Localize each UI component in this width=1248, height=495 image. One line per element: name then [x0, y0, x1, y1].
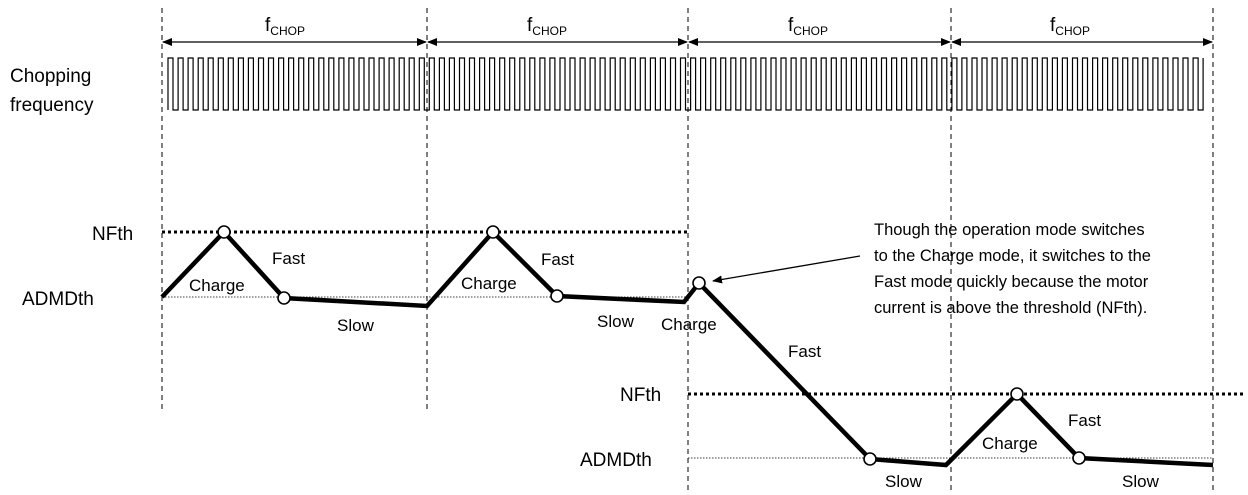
mode-label-fast: Fast — [1068, 411, 1101, 430]
mode-label-slow: Slow — [337, 316, 375, 335]
admdth-label: ADMDth — [580, 450, 652, 471]
mode-label-charge: Charge — [461, 274, 517, 293]
transition-marker — [486, 225, 500, 239]
mode-label-charge: Charge — [189, 276, 245, 295]
mode-label-fast: Fast — [272, 249, 305, 268]
transition-marker — [863, 452, 877, 466]
transition-marker — [217, 225, 231, 239]
annotation-line3: Fast mode quickly because the motor — [874, 273, 1149, 291]
annotation-line4: current is above the threshold (NFth). — [874, 299, 1147, 317]
mode-label-slow: Slow — [597, 312, 635, 331]
chopping-label-line1: Chopping — [10, 66, 91, 87]
period-boundaries — [161, 8, 1214, 490]
transition-marker — [1010, 387, 1024, 401]
admdth-label: ADMDth — [22, 289, 94, 310]
annotation-arrow — [712, 255, 861, 284]
transition-marker — [277, 291, 291, 305]
nfth-label: NFth — [92, 224, 133, 245]
period-label: fCHOP — [788, 15, 828, 38]
mode-label-charge: Charge — [661, 315, 717, 334]
period-label: fCHOP — [527, 15, 567, 38]
transition-marker — [692, 276, 706, 290]
mode-label-fast: Fast — [541, 250, 574, 269]
annotation-line1: Though the operation mode switches — [874, 221, 1145, 239]
chopping-label-line2: frequency — [10, 95, 94, 116]
transition-marker — [1072, 451, 1086, 465]
mode-label-charge: Charge — [982, 434, 1038, 453]
period-label: fCHOP — [1050, 15, 1090, 38]
mode-label-fast: Fast — [788, 342, 821, 361]
transition-marker — [550, 289, 564, 303]
annotation-line2: to the Charge mode, it switches to the — [874, 247, 1151, 265]
chopping-square-wave — [167, 57, 1204, 111]
motor-current-waveform — [160, 228, 1214, 468]
mode-label-slow: Slow — [1122, 472, 1160, 491]
transition-markers — [217, 225, 1086, 466]
nfth-label: NFth — [620, 385, 661, 406]
mode-label-slow: Slow — [885, 472, 923, 491]
period-label: fCHOP — [265, 15, 305, 38]
